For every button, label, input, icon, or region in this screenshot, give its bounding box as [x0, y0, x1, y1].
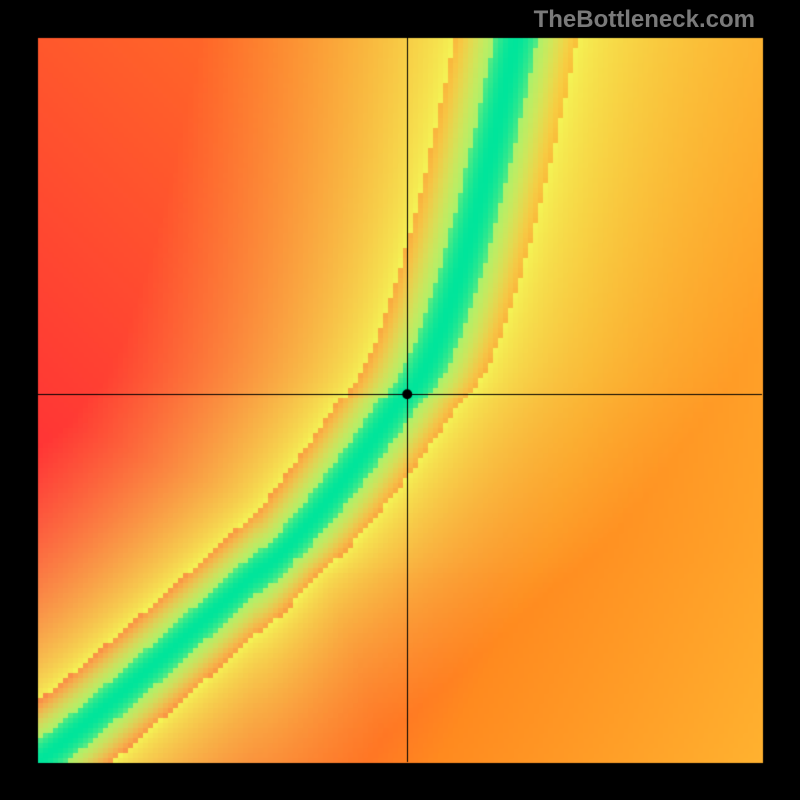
bottleneck-heatmap	[0, 0, 800, 800]
watermark-text: TheBottleneck.com	[534, 6, 755, 34]
chart-container: TheBottleneck.com	[0, 0, 800, 800]
